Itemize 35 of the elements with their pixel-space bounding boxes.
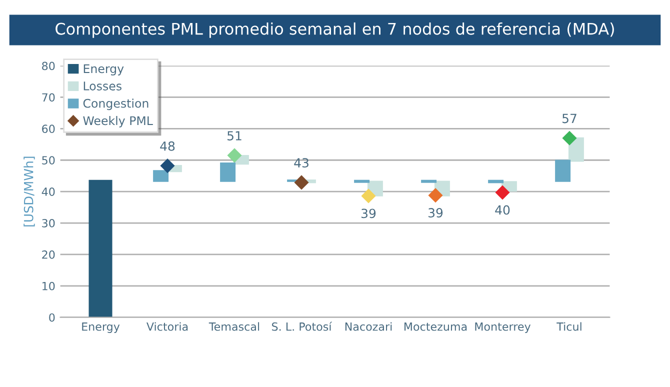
bar bbox=[555, 160, 571, 182]
x-tick-label: Ticul bbox=[556, 322, 582, 331]
x-tick-label: Nacozari bbox=[345, 322, 392, 331]
y-tick-label: 50 bbox=[42, 156, 55, 164]
bar bbox=[220, 162, 236, 182]
bar bbox=[568, 137, 584, 162]
y-tick-label: 60 bbox=[42, 124, 55, 134]
chart-title: Componentes PML promedio semanal en 7 nodos de referencia (MDA) bbox=[56, 22, 614, 38]
data-label: 40 bbox=[495, 205, 510, 215]
data-label: 51 bbox=[228, 131, 242, 140]
data-label: 48 bbox=[160, 141, 175, 151]
y-tick-label: 40 bbox=[42, 188, 55, 196]
data-label: 39 bbox=[362, 208, 376, 218]
legend-label: Congestion bbox=[83, 98, 148, 110]
y-tick-label: 70 bbox=[42, 93, 55, 102]
x-tick-label: Monterrey bbox=[475, 322, 531, 333]
bar bbox=[88, 180, 112, 318]
data-label: 39 bbox=[428, 208, 443, 218]
x-tick-label: Energy bbox=[82, 322, 120, 333]
y-tick-label: 0 bbox=[49, 313, 55, 322]
y-tick-label: 10 bbox=[42, 282, 55, 290]
legend-label: Energy bbox=[84, 64, 124, 76]
x-tick-label: S. L. Potosí bbox=[272, 322, 332, 331]
data-label: 57 bbox=[562, 114, 576, 124]
legend-label: Losses bbox=[84, 82, 122, 90]
legend-label: Weekly PML bbox=[83, 116, 153, 128]
data-label: 43 bbox=[294, 158, 308, 168]
x-tick-label: Victoria bbox=[146, 322, 188, 331]
x-tick-label: Temascal bbox=[208, 322, 260, 331]
y-tick-label: 80 bbox=[42, 62, 55, 70]
y-tick-label: 30 bbox=[42, 218, 55, 228]
bar bbox=[153, 170, 169, 182]
x-tick-label: Moctezuma bbox=[404, 322, 467, 331]
y-axis-title: [USD/MWh] bbox=[24, 156, 35, 226]
y-tick-label: 20 bbox=[42, 250, 55, 259]
